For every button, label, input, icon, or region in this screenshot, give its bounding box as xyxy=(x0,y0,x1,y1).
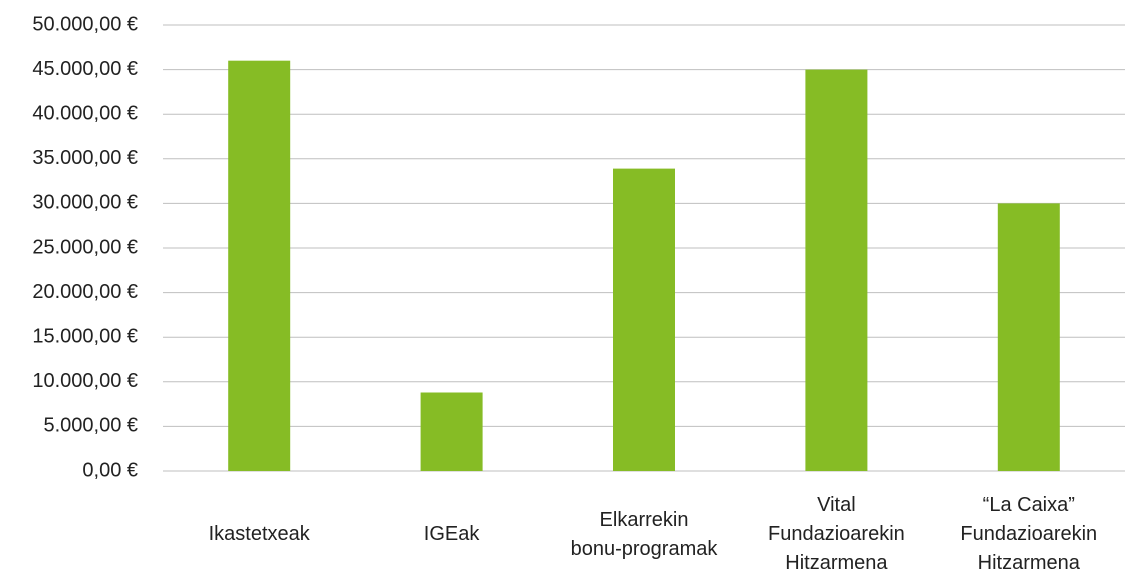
y-tick-label: 5.000,00 € xyxy=(43,415,138,437)
x-tick-label: Elkarrekin bonu-programak xyxy=(570,508,718,560)
x-tick-label: IGEak xyxy=(423,523,480,545)
y-tick-label: 35.000,00 € xyxy=(32,147,138,169)
x-tick-label: Vital Fundazioarekin Hitzarmena xyxy=(768,494,905,574)
bar xyxy=(228,60,291,472)
y-tick-label: 40.000,00 € xyxy=(32,102,138,124)
y-tick-label: 25.000,00 € xyxy=(32,236,138,258)
bar xyxy=(613,168,675,471)
x-tick-label: “La Caixa” Fundazioarekin Hitzarmena xyxy=(960,494,1098,574)
y-tick-label: 15.000,00 € xyxy=(32,325,138,347)
bar xyxy=(805,69,868,471)
y-tick-label: 45.000,00 € xyxy=(32,58,138,80)
bar xyxy=(997,203,1060,471)
y-tick-label: 30.000,00 € xyxy=(32,192,138,214)
y-tick-label: 0,00 € xyxy=(82,459,138,481)
y-tick-label: 10.000,00 € xyxy=(32,370,138,392)
y-tick-label: 20.000,00 € xyxy=(32,281,138,303)
bar xyxy=(420,392,483,471)
x-tick-label: Ikastetxeak xyxy=(208,523,310,545)
y-tick-label: 50.000,00 € xyxy=(32,13,138,35)
